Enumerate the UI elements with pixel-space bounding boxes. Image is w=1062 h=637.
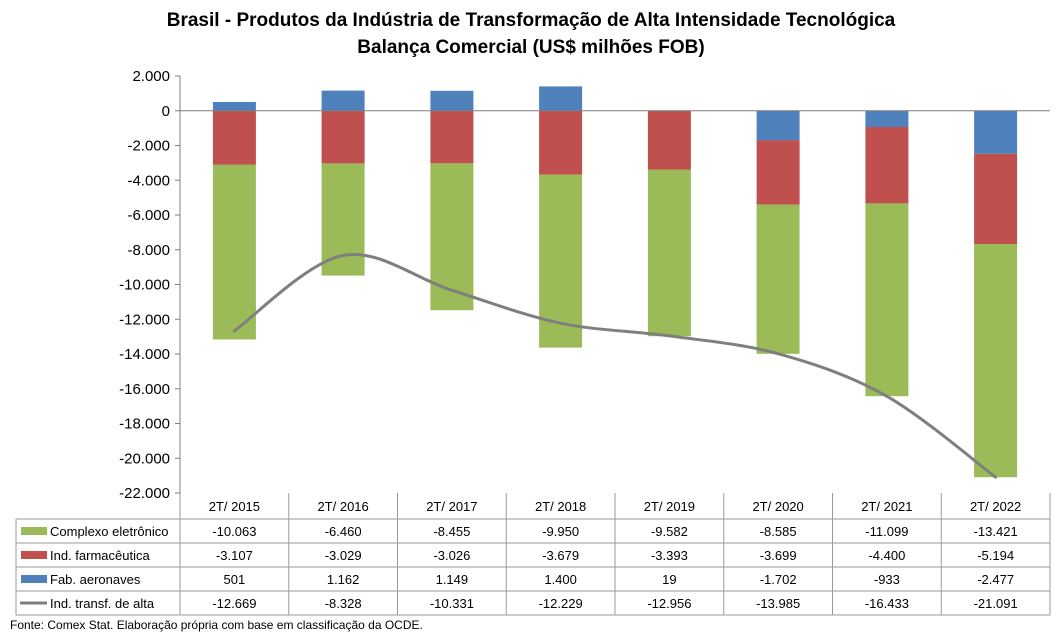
data-label: -1.702 bbox=[760, 572, 797, 587]
bar-ind-farmac-utica-5 bbox=[647, 110, 691, 170]
data-label: -16.433 bbox=[865, 596, 909, 611]
x-category-label: 2T/ 2021 bbox=[861, 499, 912, 514]
y-tick-label: -16.000 bbox=[119, 381, 170, 398]
chart-subtitle: Balança Comercial (US$ milhões FOB) bbox=[357, 37, 705, 58]
bar-fab-aeronaves-4 bbox=[539, 86, 583, 111]
data-label: -10.331 bbox=[430, 596, 474, 611]
data-label: -12.956 bbox=[647, 596, 691, 611]
y-tick-label: -20.000 bbox=[119, 450, 170, 467]
bar-complexo-eletr-nico-3 bbox=[430, 163, 474, 311]
data-label: -3.107 bbox=[216, 548, 253, 563]
y-tick-label: -18.000 bbox=[119, 416, 170, 433]
bar-complexo-eletr-nico-7 bbox=[865, 203, 909, 397]
data-label: -3.393 bbox=[651, 548, 688, 563]
bar-complexo-eletr-nico-8 bbox=[974, 244, 1018, 478]
bar-ind-farmac-utica-1 bbox=[212, 110, 256, 165]
bar-complexo-eletr-nico-4 bbox=[539, 174, 583, 348]
x-category-label: 2T/ 2020 bbox=[752, 499, 803, 514]
data-label: -12.229 bbox=[539, 596, 583, 611]
data-label: -11.099 bbox=[865, 524, 908, 539]
bar-complexo-eletr-nico-2 bbox=[321, 163, 365, 276]
bar-complexo-eletr-nico-5 bbox=[647, 169, 691, 337]
x-category-label: 2T/ 2019 bbox=[644, 499, 695, 514]
bar-ind-farmac-utica-6 bbox=[756, 140, 800, 205]
data-label: -9.950 bbox=[542, 524, 579, 539]
bar-fab-aeronaves-7 bbox=[865, 110, 909, 127]
y-tick-label: 2.000 bbox=[132, 68, 170, 85]
data-label: -6.460 bbox=[325, 524, 362, 539]
bar-fab-aeronaves-1 bbox=[212, 102, 256, 111]
bar-ind-farmac-utica-4 bbox=[539, 110, 583, 175]
data-label: -4.400 bbox=[868, 548, 905, 563]
data-label: -933 bbox=[874, 572, 900, 587]
data-label: -3.029 bbox=[325, 548, 362, 563]
y-tick-label: -4.000 bbox=[127, 172, 170, 189]
legend-series-name: Fab. aeronaves bbox=[50, 572, 141, 587]
legend-series-name: Complexo eletrônico bbox=[50, 524, 169, 539]
legend-series-name: Ind. farmacêutica bbox=[50, 548, 150, 563]
data-label: 1.400 bbox=[544, 572, 577, 587]
data-label: -3.026 bbox=[433, 548, 470, 563]
bar-ind-farmac-utica-3 bbox=[430, 110, 474, 164]
data-label: -13.985 bbox=[756, 596, 800, 611]
data-label: -8.455 bbox=[433, 524, 470, 539]
data-label: -8.328 bbox=[325, 596, 362, 611]
bar-ind-farmac-utica-8 bbox=[974, 153, 1018, 244]
data-label: -3.679 bbox=[542, 548, 579, 563]
line-series-ind-transf-de-alta bbox=[232, 252, 998, 479]
data-label: -8.585 bbox=[760, 524, 797, 539]
y-tick-label: 0 bbox=[162, 103, 170, 120]
x-category-label: 2T/ 2018 bbox=[535, 499, 586, 514]
y-tick-label: -14.000 bbox=[119, 346, 170, 363]
data-label: 501 bbox=[224, 572, 246, 587]
bar-fab-aeronaves-8 bbox=[974, 110, 1018, 154]
data-label: -12.669 bbox=[212, 596, 256, 611]
legend-swatch bbox=[21, 551, 47, 559]
y-tick-label: -2.000 bbox=[127, 138, 170, 155]
bar-fab-aeronaves-3 bbox=[430, 90, 474, 111]
legend-swatch bbox=[21, 575, 47, 583]
data-label: 19 bbox=[662, 572, 676, 587]
y-tick-label: -22.000 bbox=[119, 485, 170, 502]
y-tick-label: -8.000 bbox=[127, 242, 170, 259]
legend-swatch bbox=[21, 527, 47, 535]
data-label: 1.162 bbox=[327, 572, 360, 587]
x-category-label: 2T/ 2017 bbox=[426, 499, 477, 514]
data-label: -10.063 bbox=[212, 524, 256, 539]
data-label: -5.194 bbox=[977, 548, 1014, 563]
chart-title: Brasil - Produtos da Indústria de Transf… bbox=[166, 10, 896, 31]
data-label: -21.091 bbox=[974, 596, 1018, 611]
x-category-label: 2T/ 2015 bbox=[209, 499, 260, 514]
data-label: -13.421 bbox=[974, 524, 1018, 539]
y-tick-label: -10.000 bbox=[119, 277, 170, 294]
y-axis: 2.000 0 -2.000 -4.000 -6.000 -8.000 -10.000 -12… bbox=[119, 68, 1050, 502]
line-layer bbox=[232, 252, 998, 479]
data-label: -3.699 bbox=[760, 548, 797, 563]
data-label: -9.582 bbox=[651, 524, 688, 539]
data-table: 2T/ 2015 2T/ 2016 2T/ 2017 2T/ 2018 2T/ 2019… bbox=[15, 493, 1051, 616]
y-tick-label: -6.000 bbox=[127, 207, 170, 224]
bar-fab-aeronaves-6 bbox=[756, 110, 800, 141]
legend-series-name: Ind. transf. de alta bbox=[50, 596, 155, 611]
bar-fab-aeronaves-2 bbox=[321, 90, 365, 111]
source-note: Fonte: Comex Stat. Elaboração própria co… bbox=[10, 618, 423, 632]
x-category-label: 2T/ 2022 bbox=[970, 499, 1021, 514]
x-category-label: 2T/ 2016 bbox=[317, 499, 368, 514]
bar-ind-farmac-utica-7 bbox=[865, 127, 909, 204]
bar-complexo-eletr-nico-6 bbox=[756, 204, 800, 354]
bars-layer bbox=[212, 86, 1018, 478]
data-label: -2.477 bbox=[977, 572, 1014, 587]
y-tick-label: -12.000 bbox=[119, 311, 170, 328]
bar-ind-farmac-utica-2 bbox=[321, 110, 365, 164]
data-label: 1.149 bbox=[436, 572, 469, 587]
bar-complexo-eletr-nico-1 bbox=[212, 164, 256, 340]
